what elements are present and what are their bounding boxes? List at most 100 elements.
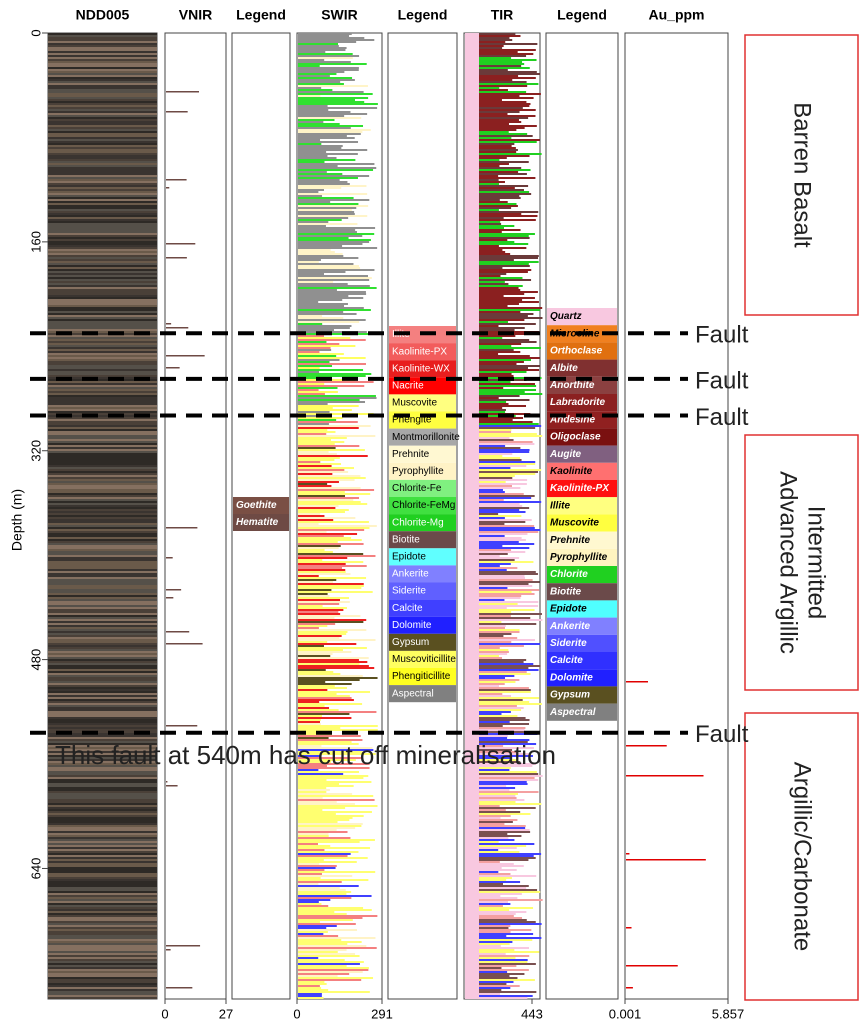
swir-trace — [298, 821, 338, 823]
core-stripe — [48, 153, 157, 155]
core-stripe — [48, 881, 157, 883]
swir-trace — [298, 813, 336, 815]
core-stripe — [48, 431, 157, 433]
core-stripe — [48, 721, 157, 723]
swir-trace — [298, 285, 370, 287]
swir-trace — [298, 647, 367, 649]
legend-label: Kaolinite-PX — [550, 483, 610, 494]
tir-trace — [478, 37, 510, 39]
swir-trace — [298, 969, 369, 971]
column-tick-label: 0.001 — [609, 1006, 642, 1021]
core-stripe — [48, 737, 157, 739]
core-stripe — [48, 219, 157, 221]
swir-trace — [298, 359, 340, 361]
tir-background — [465, 33, 479, 999]
tir-trace — [478, 909, 510, 911]
swir-trace — [298, 889, 346, 891]
legend-label: Kaolinite-PX — [392, 346, 447, 357]
swir-trace — [298, 441, 345, 443]
tir-trace — [478, 921, 536, 923]
core-stripe — [48, 961, 157, 963]
tir-trace — [478, 101, 527, 103]
core-stripe — [48, 549, 157, 551]
tir-trace — [478, 923, 542, 925]
core-stripe — [48, 117, 157, 119]
tir-trace — [478, 641, 512, 643]
core-stripe — [48, 747, 157, 749]
tir-trace — [478, 933, 534, 935]
legend-label: Dolomite — [550, 672, 593, 683]
tir-trace — [478, 387, 504, 389]
tir-trace — [478, 969, 529, 971]
tir-trace — [478, 391, 525, 393]
tir-trace — [478, 145, 512, 147]
swir-trace — [298, 589, 332, 591]
tir-trace — [478, 361, 524, 363]
swir-trace — [298, 131, 363, 133]
swir-trace — [298, 191, 319, 193]
tir-trace — [478, 159, 500, 161]
tir-trace — [478, 429, 512, 431]
core-stripe — [48, 755, 157, 757]
swir-trace — [298, 543, 364, 545]
swir-trace — [298, 779, 327, 781]
tir-trace — [478, 521, 526, 523]
core-stripe — [48, 377, 157, 379]
tir-trace — [478, 449, 530, 451]
swir-trace — [298, 321, 360, 323]
swir-trace — [298, 251, 335, 253]
swir-trace — [298, 557, 348, 559]
core-stripe — [48, 383, 157, 385]
tir-trace — [478, 483, 527, 485]
core-stripe — [48, 957, 157, 959]
tir-trace — [478, 751, 518, 753]
swir-trace — [298, 961, 364, 963]
swir-trace — [298, 357, 366, 359]
swir-trace — [298, 521, 369, 523]
tir-trace — [478, 691, 531, 693]
swir-trace — [298, 585, 364, 587]
core-stripe — [48, 947, 157, 949]
tir-trace — [478, 211, 539, 213]
tir-trace — [478, 399, 530, 401]
swir-trace — [298, 619, 367, 621]
swir-trace — [298, 265, 359, 267]
swir-trace — [298, 381, 374, 383]
core-stripe — [48, 97, 157, 99]
core-stripe — [48, 303, 157, 305]
swir-trace — [298, 895, 372, 897]
tir-trace — [478, 229, 521, 231]
tir-trace — [478, 589, 540, 591]
swir-trace — [298, 659, 359, 661]
swir-trace — [298, 687, 347, 689]
core-stripe — [48, 795, 157, 797]
core-stripe — [48, 367, 157, 369]
core-stripe — [48, 965, 157, 967]
core-stripe — [48, 417, 157, 419]
swir-trace — [298, 853, 351, 855]
swir-trace — [298, 193, 368, 195]
tir-trace — [478, 401, 507, 403]
core-stripe — [48, 131, 157, 133]
swir-trace — [298, 213, 355, 215]
swir-trace — [298, 879, 369, 881]
swir-trace — [298, 139, 321, 141]
legend-swatch — [389, 445, 456, 463]
core-stripe — [48, 349, 157, 351]
tir-trace — [478, 305, 508, 307]
core-stripe — [48, 765, 157, 767]
tir-trace — [478, 663, 534, 665]
swir-trace — [298, 781, 372, 783]
swir-trace — [298, 625, 328, 627]
swir-trace — [298, 383, 325, 385]
tir-trace — [478, 503, 520, 505]
core-stripe — [48, 421, 157, 423]
tir-trace — [478, 153, 542, 155]
swir-trace — [298, 717, 352, 719]
swir-trace — [298, 117, 362, 119]
core-stripe — [48, 703, 157, 705]
swir-trace — [298, 759, 356, 761]
column-tick-label: 0 — [293, 1006, 300, 1021]
tir-trace — [478, 861, 500, 863]
core-stripe — [48, 81, 157, 83]
